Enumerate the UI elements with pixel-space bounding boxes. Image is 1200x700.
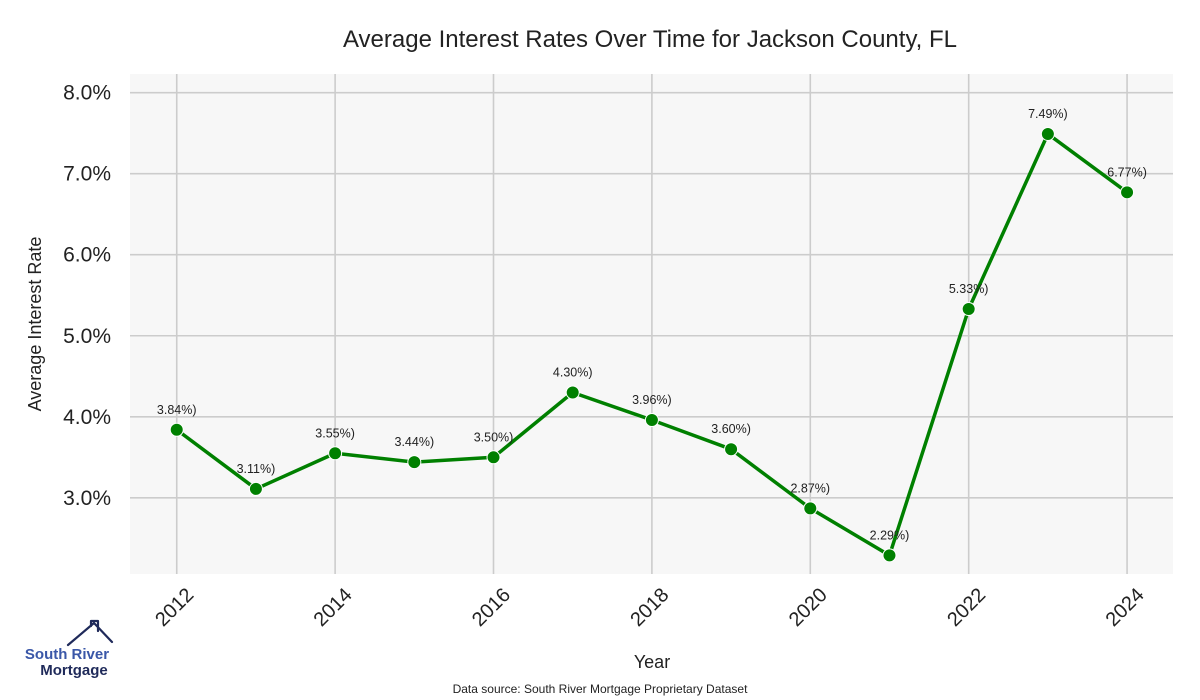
data-label: 4.30%) <box>553 365 593 379</box>
data-point <box>407 455 422 470</box>
x-tick-label: 2020 <box>785 584 832 631</box>
data-points <box>169 126 1135 563</box>
data-point <box>565 385 580 400</box>
data-point <box>248 481 263 496</box>
data-label: 3.11%) <box>237 462 276 476</box>
data-label: 2.29%) <box>870 528 910 542</box>
data-point <box>1120 185 1135 200</box>
data-label: 3.44%) <box>395 435 435 449</box>
y-tick-label: 5.0% <box>63 325 111 348</box>
data-label: 3.60%) <box>711 422 751 436</box>
company-logo: South River Mortgage <box>25 619 114 679</box>
logo-text-south-river: South River <box>25 646 109 663</box>
data-label: 7.49%) <box>1028 107 1068 121</box>
y-tick-label: 8.0% <box>63 82 111 105</box>
logo-text-mortgage: Mortgage <box>40 662 108 679</box>
y-tick-label: 7.0% <box>63 163 111 186</box>
data-label: 3.84%) <box>157 403 197 417</box>
house-roof-icon <box>66 619 114 647</box>
x-tick-label: 2018 <box>626 584 673 631</box>
y-axis-ticks: 3.0% 4.0% 5.0% 6.0% 7.0% 8.0% <box>63 82 111 510</box>
x-tick-label: 2014 <box>310 584 357 631</box>
x-tick-label: 2022 <box>943 584 990 631</box>
data-label: 3.96%) <box>632 393 672 407</box>
x-tick-label: 2016 <box>468 584 515 631</box>
data-point <box>724 442 739 457</box>
data-label: 6.77%) <box>1107 165 1147 179</box>
y-tick-label: 3.0% <box>63 487 111 510</box>
data-label: 5.33%) <box>949 282 989 296</box>
data-point <box>803 501 818 516</box>
data-point <box>169 422 184 437</box>
x-axis-ticks: 2012 2014 2016 2018 2020 2022 2024 <box>151 584 1148 631</box>
x-axis-label: Year <box>634 652 670 672</box>
x-tick-label: 2024 <box>1102 584 1149 631</box>
data-point <box>1040 126 1055 141</box>
data-source-note: Data source: South River Mortgage Propri… <box>453 682 748 696</box>
y-tick-label: 6.0% <box>63 244 111 267</box>
data-point <box>486 450 501 465</box>
y-tick-label: 4.0% <box>63 406 111 429</box>
y-axis-label: Average Interest Rate <box>25 237 45 412</box>
data-label: 3.55%) <box>315 426 355 440</box>
data-point <box>328 446 343 461</box>
chart-title: Average Interest Rates Over Time for Jac… <box>343 26 957 53</box>
x-tick-label: 2012 <box>151 584 198 631</box>
data-label: 3.50%) <box>474 430 514 444</box>
data-labels: 3.84%) 3.11%) 3.55%) 3.44%) 3.50%) 4.30%) 3.96… <box>157 107 1147 542</box>
data-point <box>644 413 659 428</box>
data-label: 2.87%) <box>790 481 830 495</box>
data-point <box>961 302 976 317</box>
data-point <box>882 548 897 563</box>
